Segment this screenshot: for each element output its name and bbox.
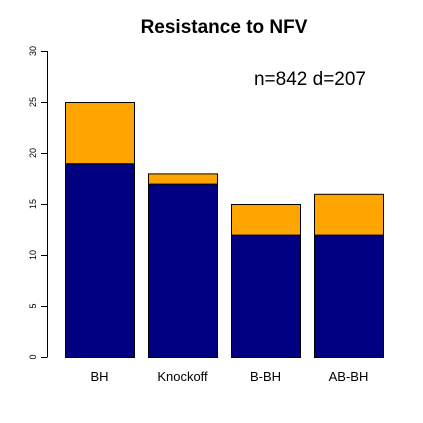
- x-tick-label-bh: BH: [90, 369, 108, 384]
- y-tick-label-30: 30: [28, 46, 38, 56]
- bar-segment-b-bh-2: [231, 204, 301, 236]
- chart-annotation: n=842 d=207: [254, 69, 366, 90]
- x-axis-labels: BH Knockoff B-BH AB-BH: [90, 369, 368, 384]
- bar-segment-bh-2: [65, 102, 135, 165]
- bars-layer: [65, 102, 384, 359]
- y-tick-label-15: 15: [28, 199, 38, 209]
- y-tick-label-0: 0: [28, 354, 38, 359]
- x-tick-label-knockoff: Knockoff: [157, 369, 208, 384]
- bar-segment-ab-bh-2: [314, 193, 384, 236]
- bar-segment-bh-1: [65, 163, 135, 358]
- bar-segment-ab-bh-1: [314, 234, 384, 359]
- y-tick-label-20: 20: [28, 148, 38, 158]
- x-tick-label-b-bh: B-BH: [250, 369, 281, 384]
- bar-segment-b-bh-1: [231, 234, 301, 359]
- bar-segment-knockoff-2: [148, 173, 218, 185]
- y-axis: 0 5 10 15 20 25 30: [28, 46, 48, 360]
- chart-title: Resistance to NFV: [141, 17, 308, 38]
- y-tick-label-5: 5: [28, 303, 38, 308]
- bar-segment-knockoff-1: [148, 183, 218, 358]
- y-tick-label-25: 25: [28, 97, 38, 107]
- y-tick-label-10: 10: [28, 250, 38, 260]
- x-tick-label-ab-bh: AB-BH: [329, 369, 369, 384]
